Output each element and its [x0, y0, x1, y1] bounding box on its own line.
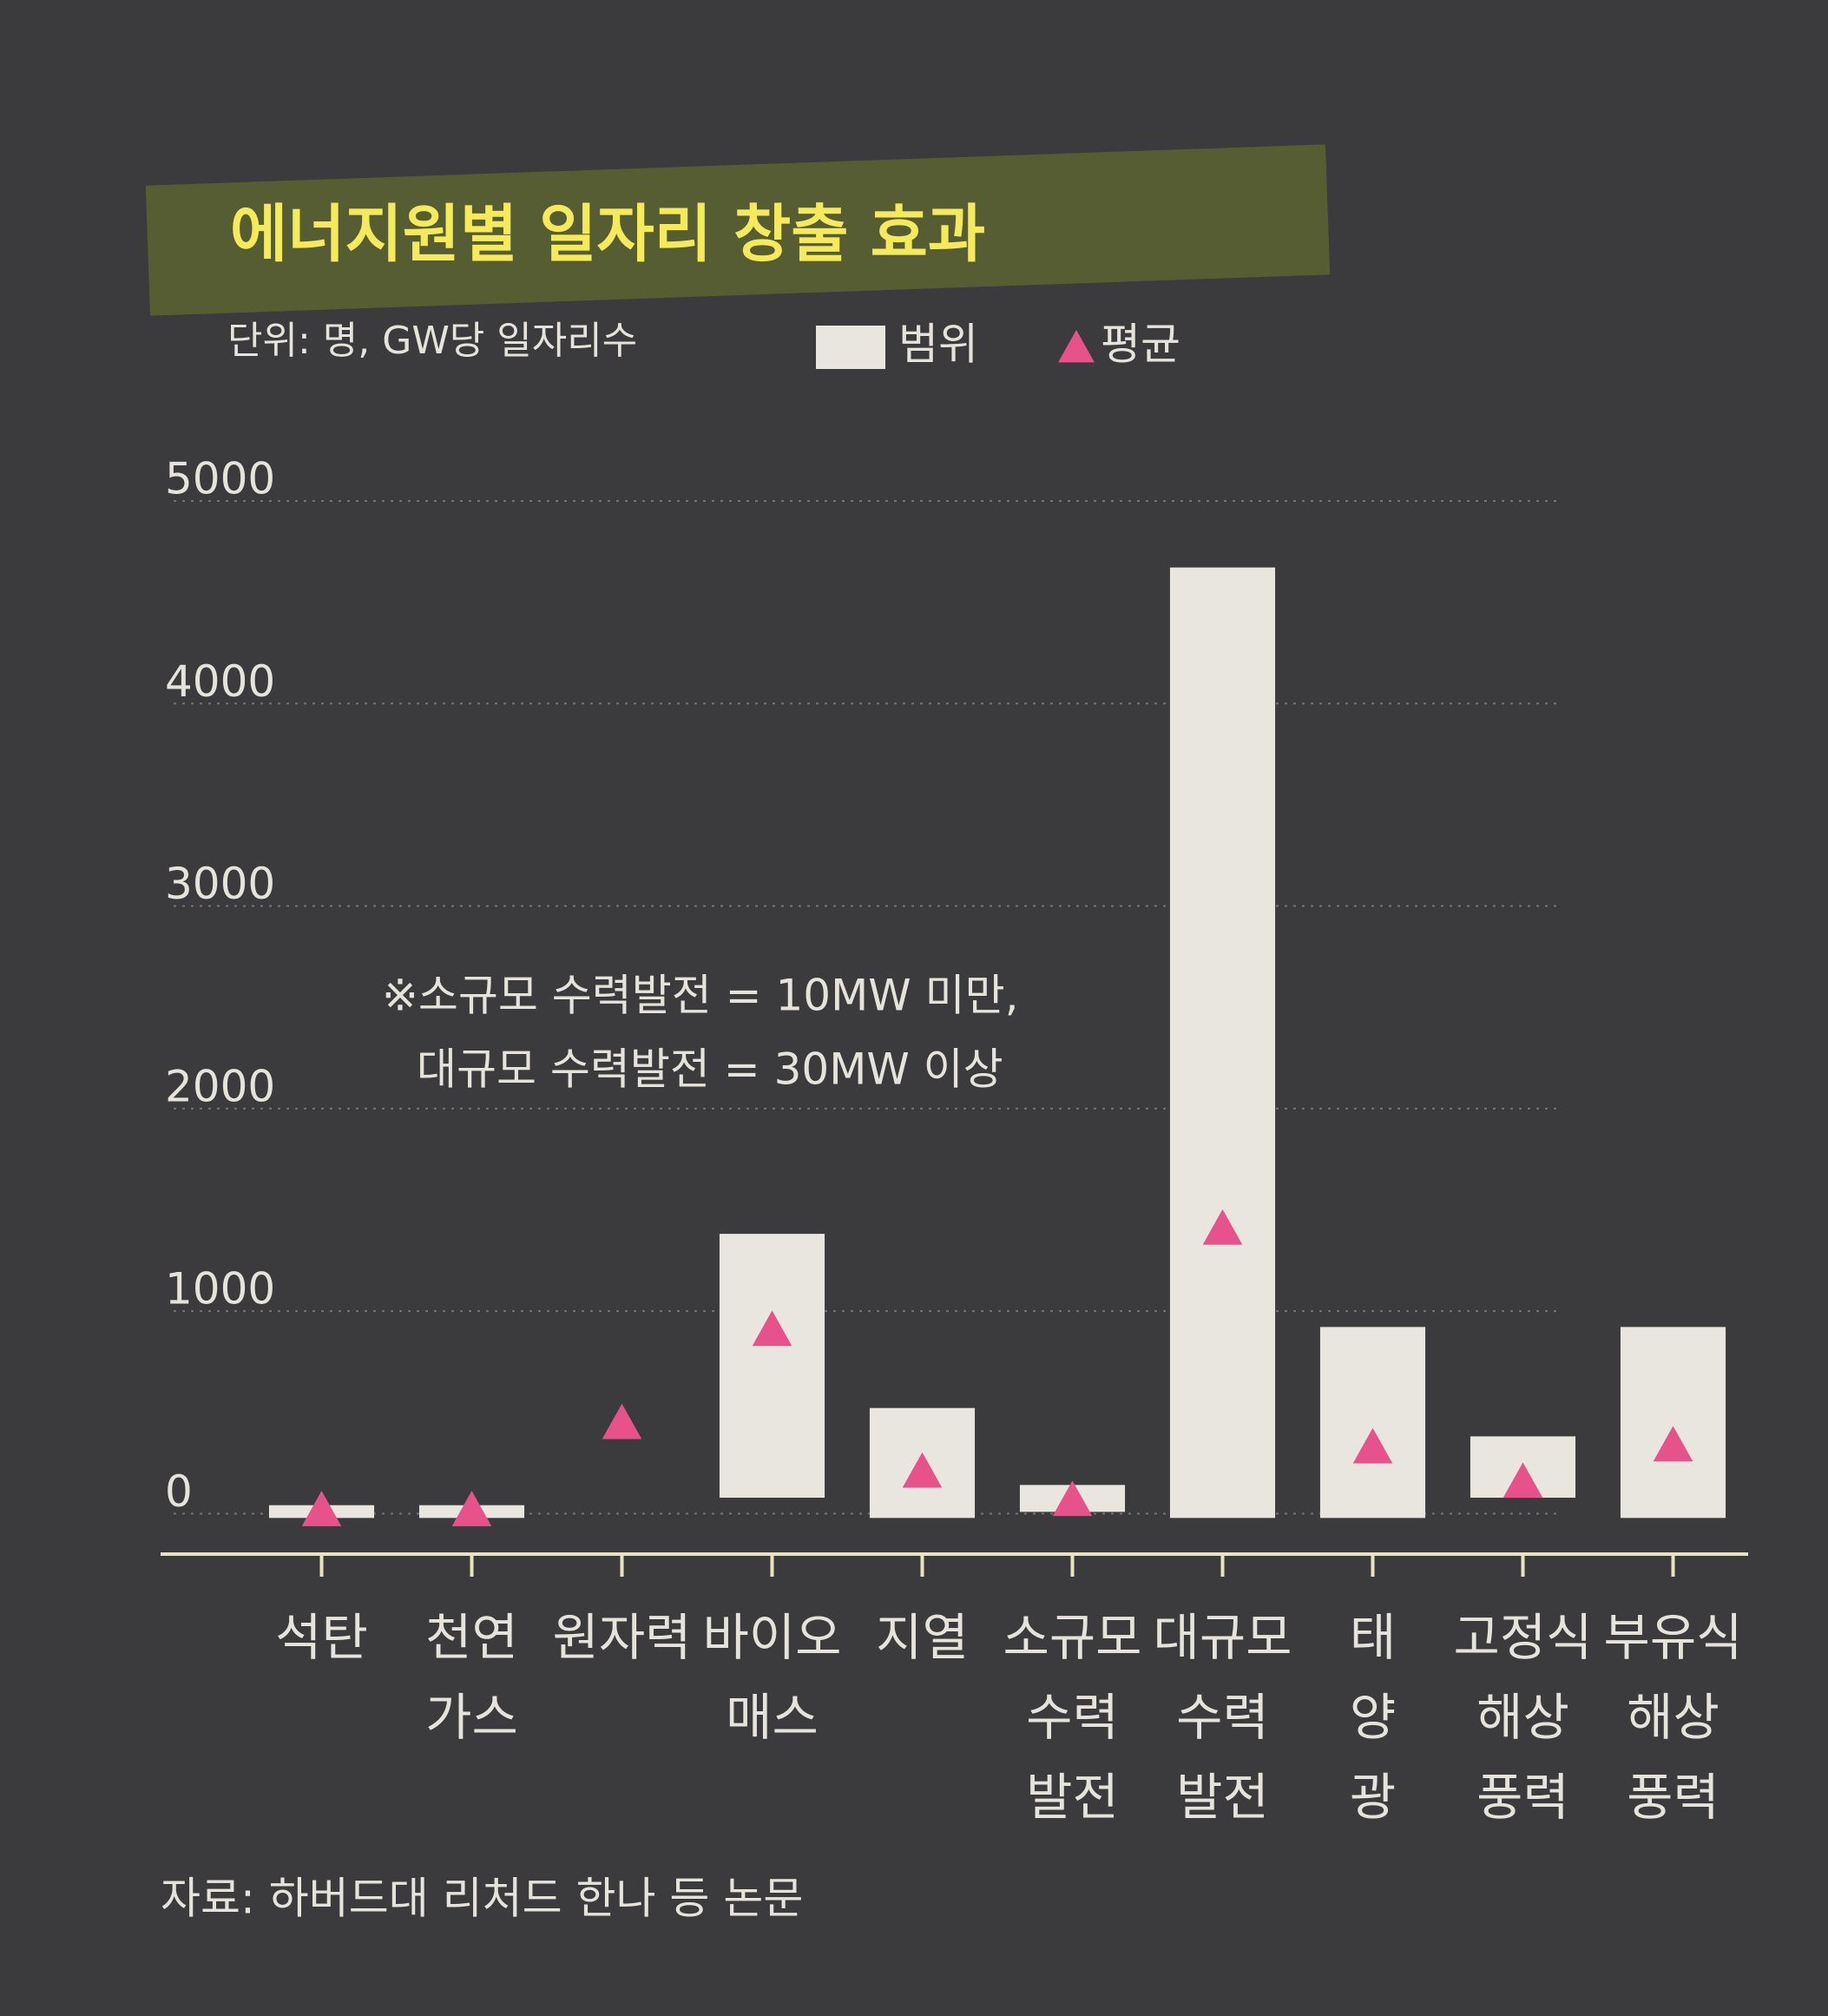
title-highlight — [145, 144, 1331, 316]
y-tick-label: 2000 — [165, 1061, 275, 1111]
range-bar — [1169, 567, 1276, 1519]
x-tick-label: 해상 — [1627, 1688, 1720, 1747]
legend-swatch — [1058, 330, 1095, 363]
legend-swatch — [816, 326, 885, 369]
x-tick-label: 지열 — [876, 1608, 969, 1667]
x-tick-label: 바이오 — [702, 1608, 841, 1667]
average-marker — [902, 1452, 943, 1488]
x-tick-label: 수력 — [1176, 1688, 1269, 1747]
y-tick-label: 4000 — [165, 656, 275, 707]
source: 자료: 하버드대 리처드 한나 등 논문 — [161, 1874, 803, 1924]
x-tick-label: 고정식 — [1453, 1608, 1592, 1667]
x-tick-label: 광 — [1350, 1768, 1396, 1827]
x-tick-label: 해상 — [1476, 1688, 1569, 1747]
y-tick-label: 1000 — [165, 1264, 275, 1314]
note: ※소규모 수력발전 = 10MW 미만, — [382, 971, 1018, 1021]
legend-label: 평균 — [1101, 320, 1180, 370]
x-tick-label: 풍력 — [1476, 1768, 1569, 1827]
average-marker — [1503, 1462, 1543, 1499]
x-tick-label: 부유식 — [1603, 1608, 1742, 1667]
x-tick-label: 수력 — [1026, 1688, 1119, 1747]
note: 대규모 수력발전 = 30MW 이상 — [417, 1044, 1003, 1095]
x-tick-label: 풍력 — [1627, 1768, 1720, 1827]
x-tick-label: 원자력 — [552, 1608, 691, 1667]
average-marker — [1202, 1209, 1243, 1245]
average-marker — [1052, 1480, 1093, 1517]
average-marker — [1653, 1426, 1693, 1462]
range-bar — [1620, 1327, 1726, 1519]
range-bar — [719, 1234, 825, 1499]
x-tick-label: 가스 — [425, 1688, 518, 1747]
range-bar — [1319, 1327, 1426, 1519]
x-tick-label: 대규모 — [1153, 1608, 1292, 1667]
x-tick-label: 매스 — [726, 1688, 819, 1747]
legend-label: 범위 — [898, 320, 978, 370]
average-marker — [602, 1403, 642, 1440]
subtitle: 단위: 명, GW당 일자리수 — [227, 319, 637, 363]
chart-title: 에너지원별 일자리 창출 효과 — [230, 198, 985, 271]
y-tick-label: 3000 — [165, 859, 275, 909]
x-tick-label: 발전 — [1026, 1768, 1119, 1827]
x-tick-label: 태 — [1350, 1608, 1396, 1667]
x-tick-label: 양 — [1350, 1688, 1396, 1747]
x-tick-label: 석탄 — [275, 1608, 368, 1667]
average-marker — [451, 1491, 492, 1526]
average-marker — [1352, 1427, 1393, 1464]
y-tick-label: 0 — [165, 1466, 193, 1517]
x-tick-label: 소규모 — [1003, 1608, 1141, 1667]
average-marker — [752, 1310, 792, 1347]
average-marker — [301, 1491, 342, 1526]
x-tick-label: 천연 — [425, 1608, 518, 1667]
y-tick-label: 5000 — [165, 453, 275, 504]
x-tick-label: 발전 — [1176, 1768, 1269, 1827]
